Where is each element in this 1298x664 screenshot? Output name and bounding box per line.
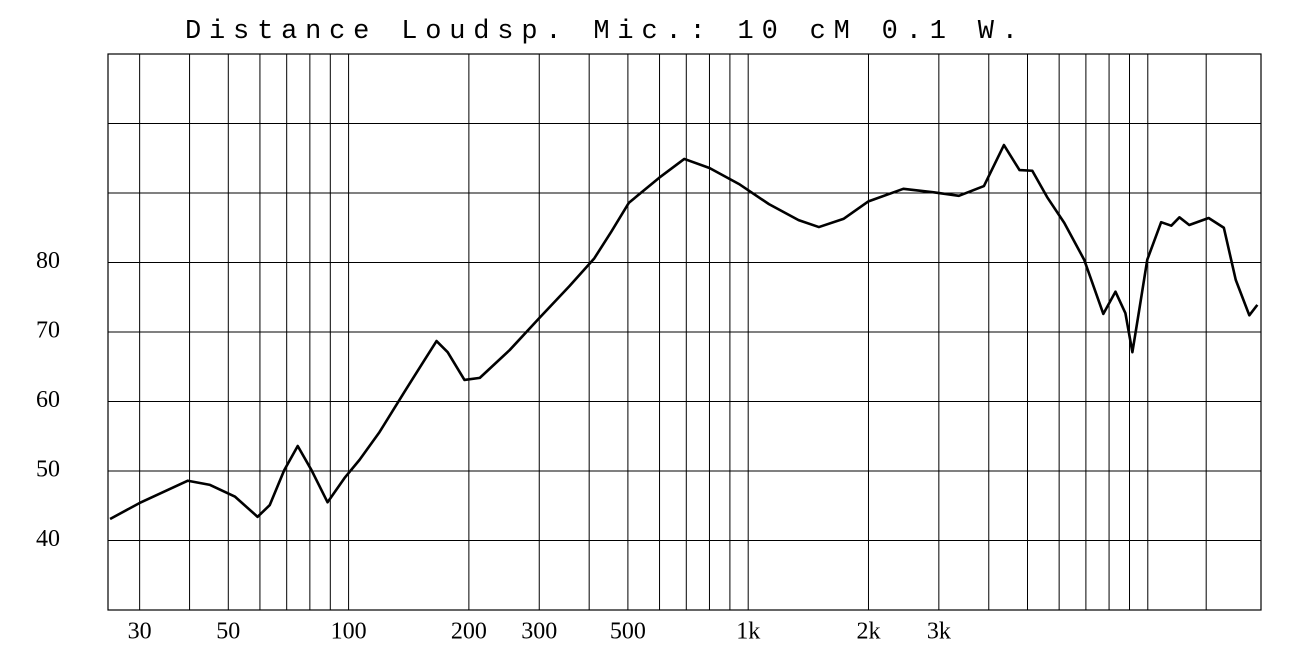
y-tick-label: 50 xyxy=(36,457,60,483)
x-tick-label: 200 xyxy=(451,619,487,645)
chart-title: Distance Loudsp. Mic.: 10 cM 0.1 W. xyxy=(185,17,1018,47)
x-tick-label: 100 xyxy=(331,619,367,645)
x-tick-label: 500 xyxy=(610,619,646,645)
y-tick-label: 40 xyxy=(36,526,60,552)
plot-frame xyxy=(107,53,1262,611)
x-tick-label: 1k xyxy=(736,619,760,645)
y-tick-label: 80 xyxy=(36,248,60,274)
x-tick-label: 3k xyxy=(927,619,951,645)
y-tick-label: 70 xyxy=(36,318,60,344)
y-tick-label: 60 xyxy=(36,387,60,413)
x-tick-label: 300 xyxy=(521,619,557,645)
x-tick-label: 50 xyxy=(216,619,240,645)
x-tick-label: 2k xyxy=(856,619,880,645)
x-tick-label: 30 xyxy=(128,619,152,645)
response-curve xyxy=(109,143,1259,521)
